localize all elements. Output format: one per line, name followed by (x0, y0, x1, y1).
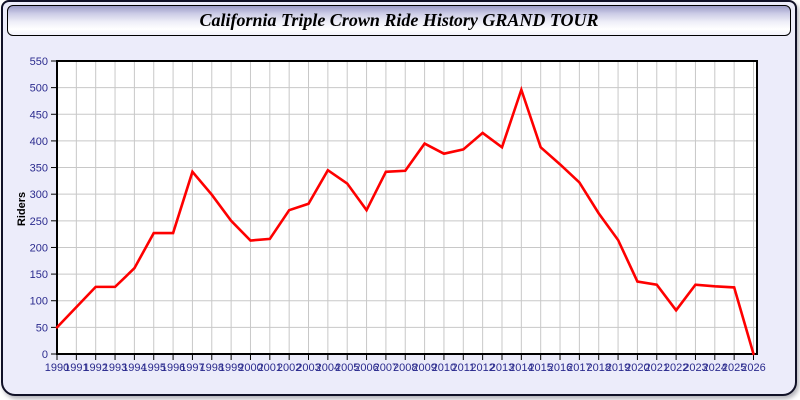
line-chart: 1990199119921993199419951996199719981999… (30, 56, 766, 374)
x-tick-label: 2011 (451, 362, 475, 374)
x-tick-label: 1995 (141, 362, 165, 374)
x-tick-label: 2009 (412, 362, 436, 374)
y-tick-label: 400 (30, 136, 48, 148)
x-tick-label: 2001 (258, 362, 282, 374)
riders-line (55, 85, 755, 356)
x-tick-label: 1990 (45, 362, 69, 374)
x-tick-label: 2025 (722, 362, 746, 374)
y-tick-label: 250 (30, 216, 48, 228)
y-tick-label: 100 (30, 296, 48, 308)
x-tick-label: 2014 (509, 362, 533, 374)
y-tick-label: 550 (30, 56, 48, 68)
y-tick-label: 0 (42, 349, 48, 361)
x-tick-label: 1993 (103, 362, 127, 374)
x-tick-label: 2008 (393, 362, 417, 374)
x-tick-label: 2020 (625, 362, 649, 374)
x-tick-label: 2007 (374, 362, 398, 374)
x-tick-label: 2018 (586, 362, 610, 374)
y-tick-label: 350 (30, 163, 48, 175)
x-tick-label: 1991 (64, 362, 88, 374)
x-tick-label: 2016 (548, 362, 572, 374)
x-tick-label: 2023 (683, 362, 707, 374)
x-tick-label: 2000 (238, 362, 262, 374)
x-tick-label: 2004 (316, 362, 340, 374)
x-tick-label: 2021 (645, 362, 669, 374)
chart-title: California Triple Crown Ride History GRA… (199, 10, 599, 30)
x-tick-label: 1998 (200, 362, 224, 374)
x-tick-label: 2003 (296, 362, 320, 374)
y-tick-label: 200 (30, 242, 48, 254)
x-tick-label: 2015 (528, 362, 552, 374)
x-tick-label: 2017 (567, 362, 591, 374)
y-tick-label: 50 (36, 322, 48, 334)
x-tick-label: 2002 (277, 362, 301, 374)
x-tick-label: 2012 (470, 362, 494, 374)
plot-area (57, 61, 757, 354)
x-tick-label: 1994 (122, 362, 146, 374)
x-tick-label: 2010 (432, 362, 456, 374)
x-tick-label: 2022 (664, 362, 688, 374)
x-tick-label: 1996 (161, 362, 185, 374)
x-tick-label: 2005 (335, 362, 359, 374)
x-tick-label: 2006 (354, 362, 378, 374)
x-tick-label: 1999 (219, 362, 243, 374)
y-axis-title: Riders (16, 191, 28, 227)
y-tick-label: 300 (30, 189, 48, 201)
x-tick-label: 2024 (703, 362, 727, 374)
x-tick-label: 2026 (741, 362, 765, 374)
title-bar: California Triple Crown Ride History GRA… (7, 5, 791, 36)
x-tick-label: 1992 (83, 362, 107, 374)
y-tick-label: 450 (30, 109, 48, 121)
y-tick-label: 150 (30, 269, 48, 281)
x-tick-label: 1997 (180, 362, 204, 374)
x-tick-label: 2019 (606, 362, 630, 374)
plot-border (56, 60, 758, 355)
x-tick-label: 2013 (490, 362, 514, 374)
y-tick-label: 500 (30, 83, 48, 95)
